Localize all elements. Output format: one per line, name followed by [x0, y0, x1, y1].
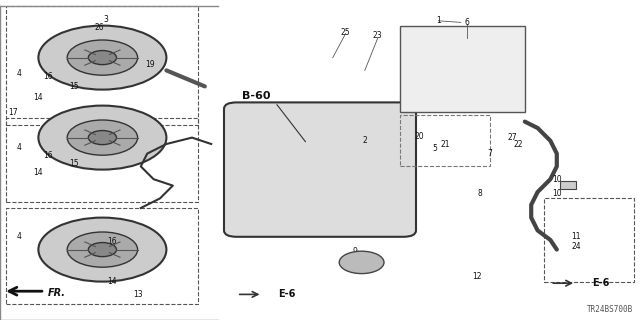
- Circle shape: [88, 51, 116, 65]
- Text: 14: 14: [107, 277, 117, 286]
- Text: 4: 4: [17, 69, 22, 78]
- Text: 7: 7: [487, 149, 492, 158]
- Text: 9: 9: [353, 247, 358, 256]
- Text: 6: 6: [465, 18, 470, 27]
- Text: 17: 17: [8, 108, 18, 116]
- Text: 25: 25: [340, 28, 351, 36]
- Text: 13: 13: [132, 290, 143, 299]
- Text: B-60: B-60: [242, 91, 270, 101]
- Text: 24: 24: [571, 242, 581, 251]
- Text: 16: 16: [43, 72, 53, 81]
- Text: E-6: E-6: [592, 278, 609, 288]
- Text: 4: 4: [17, 232, 22, 241]
- Text: 12: 12: [472, 272, 481, 281]
- Circle shape: [38, 218, 166, 282]
- Text: 8: 8: [477, 189, 483, 198]
- Text: 10: 10: [552, 175, 562, 184]
- FancyBboxPatch shape: [224, 102, 416, 237]
- FancyBboxPatch shape: [560, 181, 576, 189]
- Circle shape: [67, 120, 138, 155]
- Text: 23: 23: [372, 31, 383, 40]
- Text: 26: 26: [94, 23, 104, 32]
- Text: 16: 16: [43, 151, 53, 160]
- Text: 20: 20: [414, 132, 424, 140]
- Text: 21: 21: [440, 140, 449, 148]
- Text: 10: 10: [552, 189, 562, 198]
- Text: 5: 5: [433, 144, 438, 153]
- Text: 27: 27: [507, 133, 517, 142]
- Text: 14: 14: [33, 168, 44, 177]
- FancyBboxPatch shape: [400, 26, 525, 112]
- Text: 15: 15: [68, 82, 79, 91]
- Ellipse shape: [339, 251, 384, 274]
- Circle shape: [88, 131, 116, 145]
- Text: 3: 3: [103, 15, 108, 24]
- Text: FR.: FR.: [48, 288, 66, 298]
- Text: 16: 16: [107, 237, 117, 246]
- Text: TR24BS700B: TR24BS700B: [588, 305, 634, 314]
- Text: 4: 4: [17, 143, 22, 152]
- Circle shape: [38, 106, 166, 170]
- Circle shape: [88, 243, 116, 257]
- Text: 2: 2: [362, 136, 367, 145]
- Text: 19: 19: [145, 60, 156, 68]
- Text: 22: 22: [514, 140, 523, 148]
- Text: 1: 1: [436, 16, 441, 25]
- Circle shape: [67, 40, 138, 75]
- Text: 15: 15: [68, 159, 79, 168]
- Circle shape: [38, 26, 166, 90]
- Text: 11: 11: [572, 232, 580, 241]
- Circle shape: [67, 232, 138, 267]
- Text: E-6: E-6: [278, 289, 296, 300]
- Text: 14: 14: [33, 93, 44, 102]
